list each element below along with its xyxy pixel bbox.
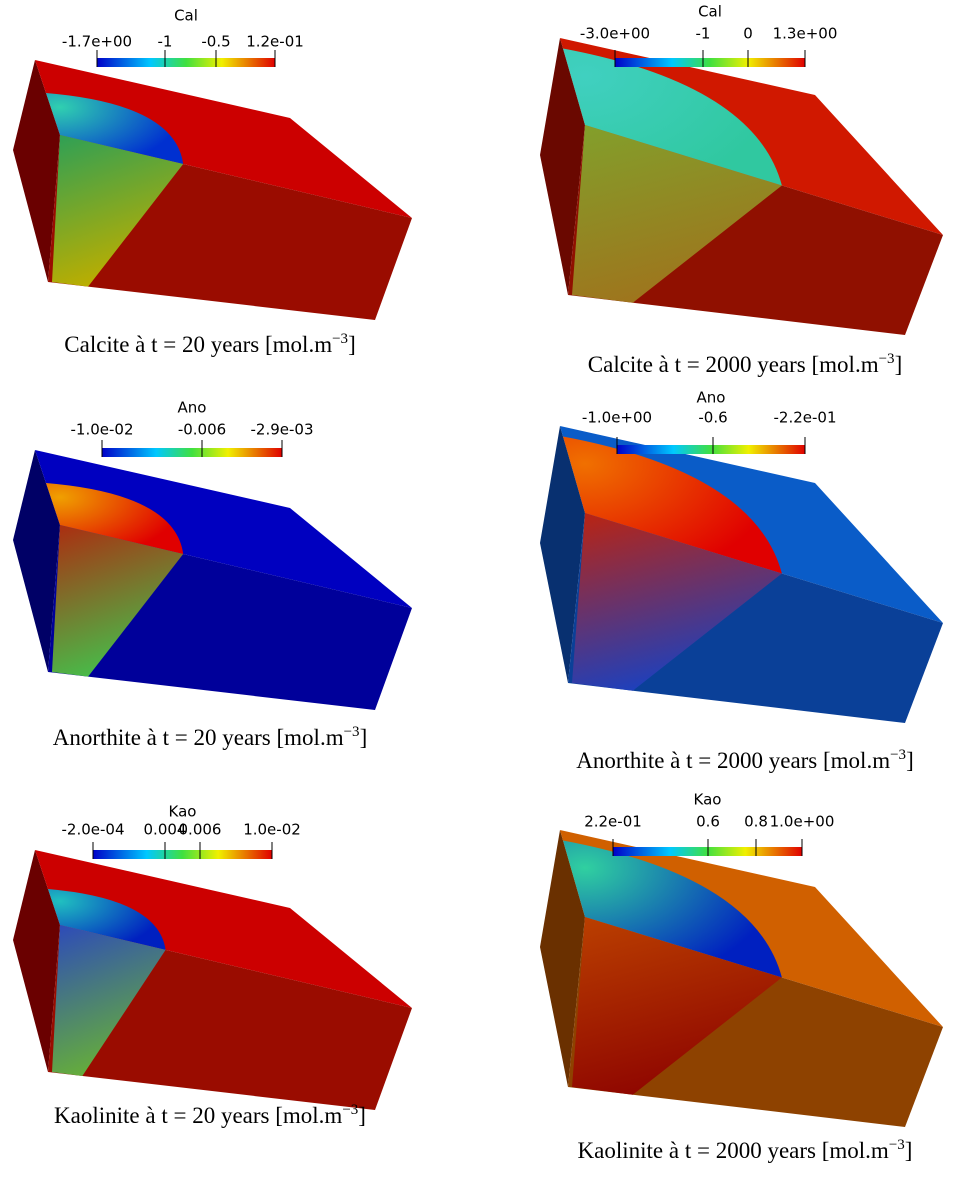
colorbar-tick-label: 1.2e-01 (246, 33, 304, 51)
colorbar-tick-label: 0.004 (144, 821, 187, 839)
box-left-face (540, 830, 585, 1087)
box-left-face (540, 426, 585, 683)
reaction-front-side (572, 125, 782, 303)
colorbar (102, 448, 282, 457)
reaction-front-top (563, 840, 782, 978)
caption-end: ] (906, 748, 914, 773)
caption: Kaolinite à t = 20 years [mol.m−3] (54, 1102, 366, 1128)
caption: Kaolinite à t = 2000 years [mol.m−3] (578, 1137, 913, 1163)
reaction-front-side (52, 925, 166, 1076)
reaction-front-top (46, 483, 184, 555)
reaction-front-top (48, 889, 166, 950)
caption: Anorthite à t = 20 years [mol.m−3] (53, 724, 367, 750)
colorbar (97, 58, 275, 67)
caption-text: Calcite à t = 2000 years [mol.m (588, 352, 879, 377)
colorbar-title: Kao (169, 803, 197, 821)
colorbar-tick-label: -1.0e+00 (582, 409, 652, 427)
reaction-front-top (563, 436, 782, 574)
caption: Calcite à t = 2000 years [mol.m−3] (588, 351, 902, 377)
caption-end: ] (348, 332, 356, 357)
colorbar-tick-label: 0.6 (696, 813, 720, 831)
caption-superscript: −3 (889, 1137, 905, 1153)
reaction-front-side (52, 135, 184, 287)
colorbar-title: Cal (174, 7, 198, 25)
caption-end: ] (358, 1103, 366, 1128)
box-left-face (13, 450, 60, 672)
colorbar-tick-label: -1.7e+00 (62, 33, 132, 51)
colorbar (615, 58, 805, 67)
reaction-front-top (563, 48, 782, 186)
caption-text: Anorthite à t = 2000 years [mol.m (576, 748, 890, 773)
box-top-face (35, 450, 412, 608)
caption-text: Anorthite à t = 20 years [mol.m (53, 725, 344, 750)
box-left-face (13, 60, 60, 282)
caption-superscript: −3 (890, 747, 906, 763)
caption: Anorthite à t = 2000 years [mol.m−3] (576, 747, 913, 773)
caption-superscript: −3 (342, 1102, 358, 1118)
caption-text: Calcite à t = 20 years [mol.m (64, 332, 332, 357)
colorbar-tick-label: 0.8 (744, 813, 768, 831)
box-top-face (35, 60, 412, 218)
colorbar-tick-label: 1.0e-02 (243, 821, 301, 839)
colorbar-tick-label: -2.0e-04 (62, 821, 125, 839)
caption-end: ] (895, 352, 903, 377)
caption-end: ] (905, 1138, 913, 1163)
panel: Kao 2.2e-01 0.6 0.8 1.0e+00 Kaolinite à t = 2… (540, 791, 943, 1163)
colorbar-tick-label: 0.006 (179, 821, 222, 839)
colorbar-title: Cal (698, 3, 722, 21)
caption: Calcite à t = 20 years [mol.m−3] (64, 331, 355, 357)
reaction-front-side (52, 525, 184, 677)
colorbar-tick-label: -2.9e-03 (251, 421, 314, 439)
colorbar-tick-label: 0 (743, 25, 753, 43)
colorbar-tick-label: 1.3e+00 (773, 25, 838, 43)
colorbar-tick-label: -0.5 (201, 33, 230, 51)
caption-text: Kaolinite à t = 2000 years [mol.m (578, 1138, 889, 1163)
caption-text: Kaolinite à t = 20 years [mol.m (54, 1103, 342, 1128)
caption-superscript: −3 (332, 331, 348, 347)
colorbar-title: Ano (178, 399, 207, 417)
caption-superscript: −3 (344, 724, 360, 740)
colorbar-tick-label: -1.0e-02 (71, 421, 134, 439)
panel: Ano -1.0e-02 -0.006 -2.9e-03 Anorthite à t =… (13, 399, 412, 750)
reaction-front-side (572, 917, 782, 1095)
colorbar (617, 445, 805, 454)
colorbar-tick-label: -1 (696, 25, 711, 43)
reaction-front-side (572, 513, 782, 691)
caption-superscript: −3 (879, 351, 895, 367)
colorbar-tick-label: 2.2e-01 (584, 813, 642, 831)
box-left-face (540, 38, 585, 295)
colorbar-tick-label: -3.0e+00 (580, 25, 650, 43)
colorbar (93, 850, 272, 859)
panel: Cal -3.0e+00 -1 0 1.3e+00 Calcite à t = 2000 … (540, 3, 943, 377)
caption-end: ] (360, 725, 368, 750)
colorbar-title: Ano (697, 389, 726, 407)
panel: Cal -1.7e+00 -1 -0.5 1.2e-01 Calcite à t = 20… (13, 7, 412, 357)
box-left-face (13, 850, 60, 1072)
colorbar-tick-label: -2.2e-01 (774, 409, 837, 427)
panel: Ano -1.0e+00 -0.6 -2.2e-01 Anorthite à t = 2… (540, 389, 943, 773)
colorbar-title: Kao (694, 791, 722, 809)
colorbar-tick-label: -1 (158, 33, 173, 51)
box-top-face (35, 850, 412, 1008)
colorbar-tick-label: -0.006 (178, 421, 226, 439)
colorbar-tick-label: -0.6 (698, 409, 727, 427)
colorbar-tick-label: 1.0e+00 (770, 813, 835, 831)
reaction-front-top (46, 93, 184, 165)
